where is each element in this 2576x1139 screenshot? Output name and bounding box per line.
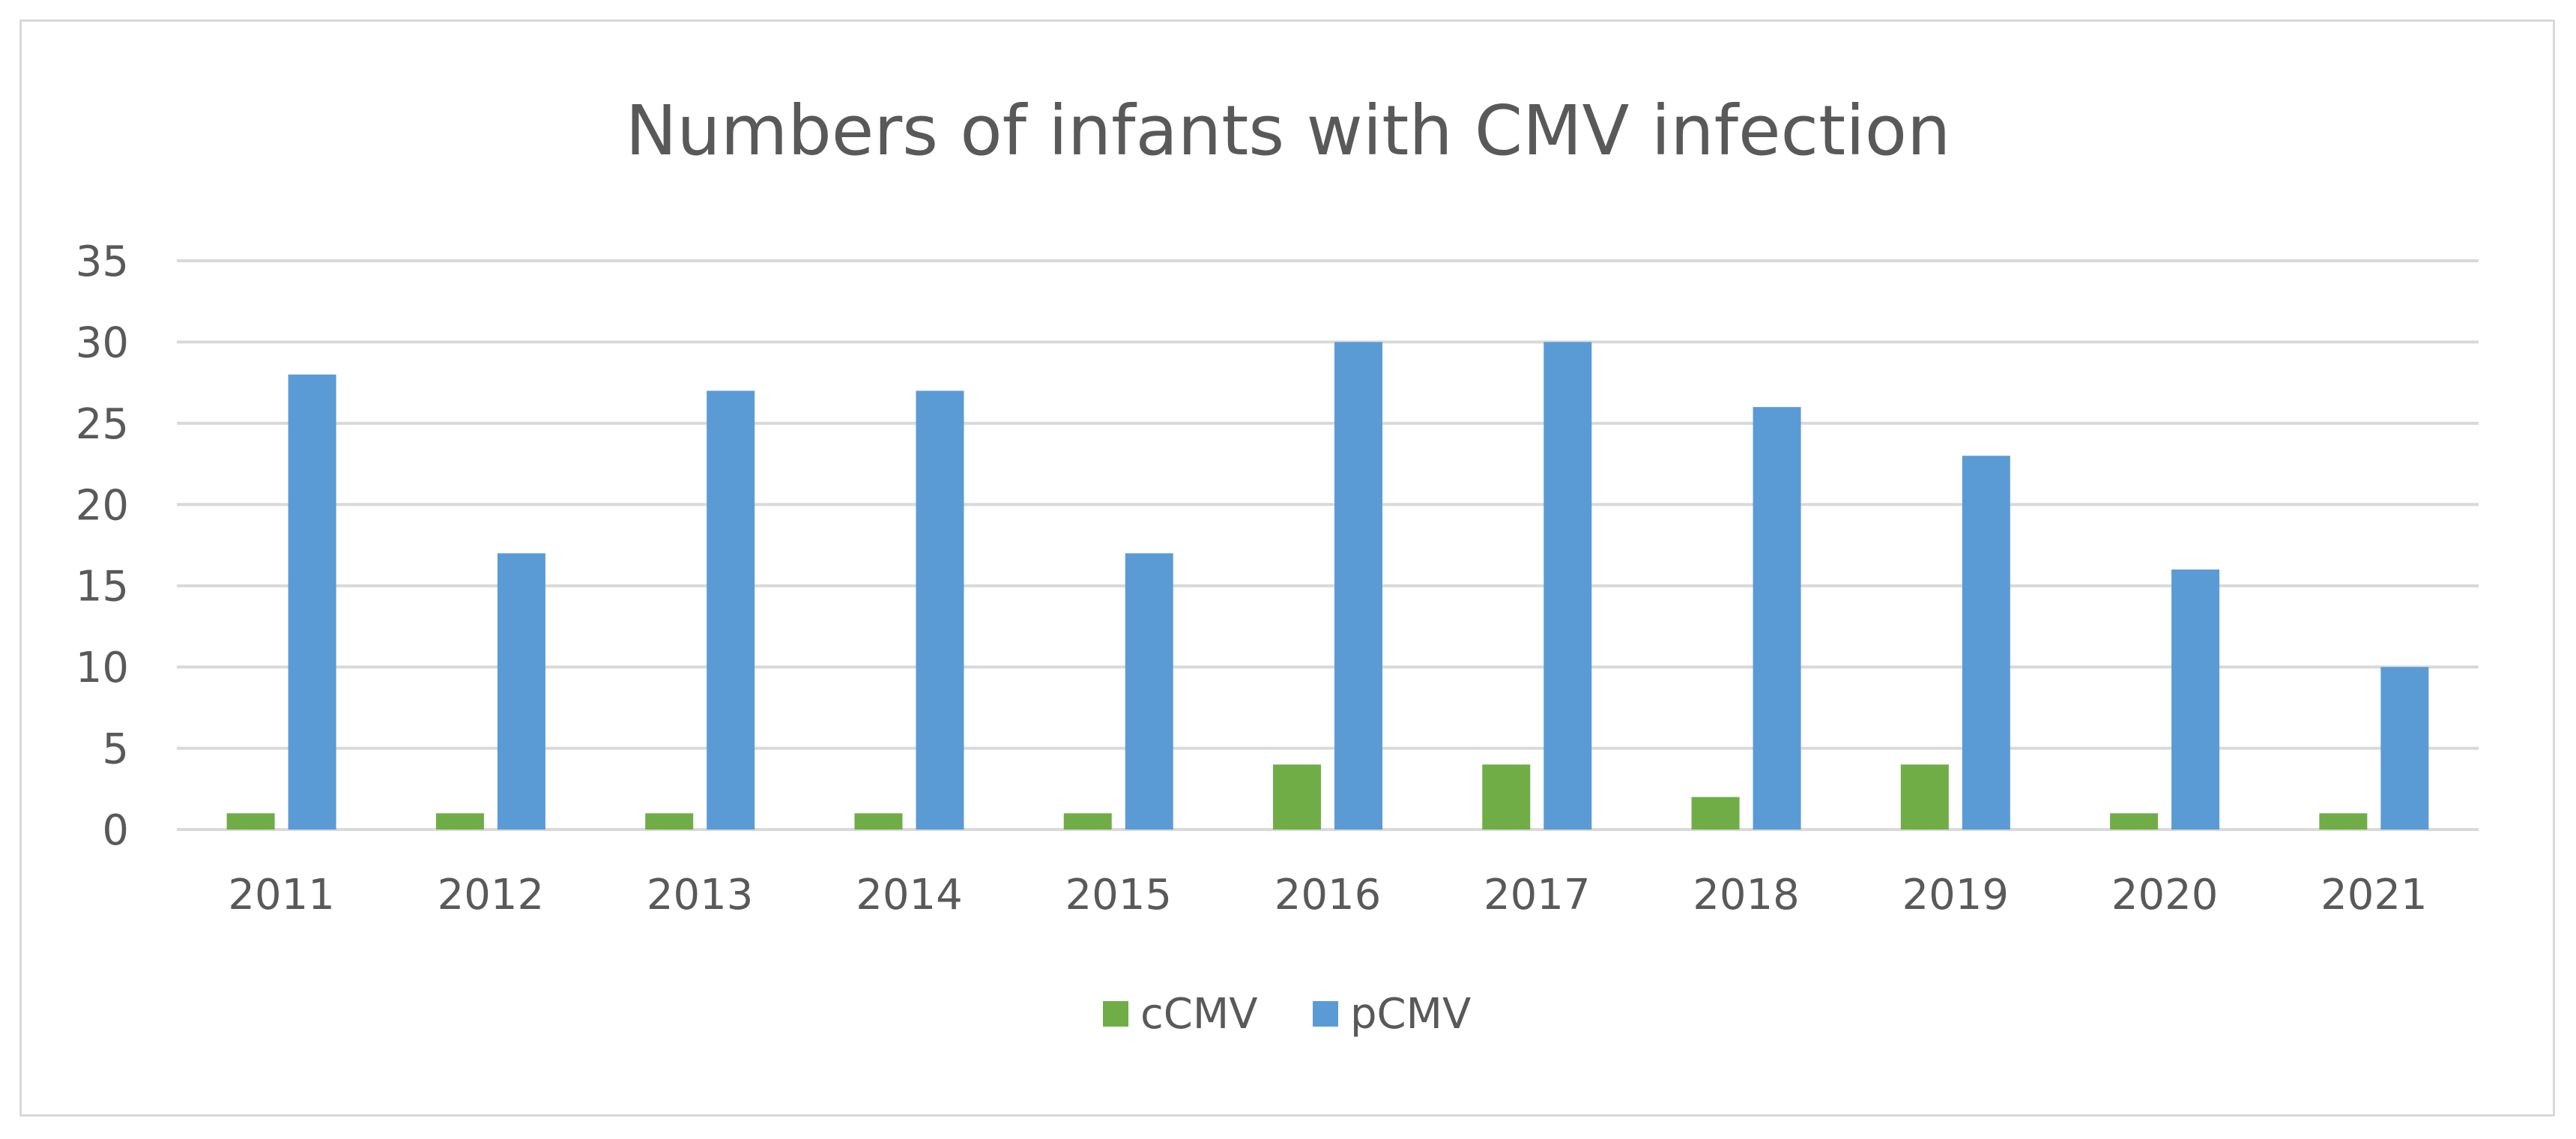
x-tick-label-2018: 2018 bbox=[1693, 871, 1800, 919]
x-tick-label-2012: 2012 bbox=[438, 871, 545, 919]
legend-label-cCMV: cCMV bbox=[1140, 990, 1258, 1039]
bar-cCMV-2015 bbox=[1063, 813, 1112, 830]
legend-swatch-pCMV bbox=[1313, 1001, 1338, 1027]
y-axis-ticks: 0 5 10 15 20 25 30 35 bbox=[76, 238, 129, 855]
gridlines bbox=[177, 259, 2479, 831]
y-tick-label-25: 25 bbox=[76, 400, 129, 449]
bar-pCMV-2015 bbox=[1125, 553, 1173, 830]
y-tick-label-15: 15 bbox=[76, 563, 129, 611]
bar-pCMV-2011 bbox=[288, 374, 336, 830]
y-tick-label-5: 5 bbox=[102, 725, 129, 774]
x-tick-label-2011: 2011 bbox=[228, 871, 335, 919]
bar-cCMV-2019 bbox=[1900, 764, 1949, 830]
bar-pCMV-2017 bbox=[1544, 342, 1592, 830]
legend-label-pCMV: pCMV bbox=[1350, 990, 1471, 1039]
x-tick-label-2017: 2017 bbox=[1484, 871, 1591, 919]
y-tick-label-35: 35 bbox=[76, 238, 129, 286]
chart-frame bbox=[19, 19, 2555, 1117]
bar-cCMV-2014 bbox=[854, 813, 903, 830]
bar-pCMV-2014 bbox=[916, 390, 964, 830]
x-tick-label-2013: 2013 bbox=[647, 871, 754, 919]
bar-pCMV-2013 bbox=[707, 390, 755, 830]
bar-pCMV-2019 bbox=[1962, 456, 2010, 830]
bar-cCMV-2016 bbox=[1273, 764, 1321, 830]
bar-pCMV-2018 bbox=[1753, 407, 1801, 830]
y-tick-label-20: 20 bbox=[76, 481, 129, 530]
bar-cCMV-2018 bbox=[1691, 797, 1740, 830]
bar-cCMV-2021 bbox=[2319, 813, 2368, 830]
bar-pCMV-2020 bbox=[2171, 570, 2220, 830]
x-tick-label-2014: 2014 bbox=[856, 871, 963, 919]
bar-pCMV-2021 bbox=[2380, 667, 2429, 830]
y-tick-label-30: 30 bbox=[76, 318, 129, 367]
x-tick-label-2021: 2021 bbox=[2320, 871, 2428, 919]
y-tick-label-10: 10 bbox=[76, 644, 129, 692]
x-tick-label-2020: 2020 bbox=[2111, 871, 2219, 919]
x-tick-label-2016: 2016 bbox=[1275, 871, 1382, 919]
x-tick-label-2015: 2015 bbox=[1065, 871, 1172, 919]
bars bbox=[226, 342, 2429, 830]
x-tick-label-2019: 2019 bbox=[1902, 871, 2010, 919]
bar-cCMV-2012 bbox=[435, 813, 484, 830]
bar-cCMV-2017 bbox=[1482, 764, 1531, 830]
legend: cCMV pCMV bbox=[1103, 990, 1471, 1039]
x-axis-ticks: 2011 2012 2013 2014 2015 2016 2017 2018 2019 2020… bbox=[228, 871, 2427, 919]
bar-pCMV-2012 bbox=[497, 553, 545, 830]
y-tick-label-0: 0 bbox=[102, 806, 129, 855]
bar-pCMV-2016 bbox=[1334, 342, 1382, 830]
bar-cCMV-2011 bbox=[226, 813, 275, 830]
chart-title: Numbers of infants with CMV infection bbox=[626, 91, 1951, 171]
legend-swatch-cCMV bbox=[1103, 1001, 1128, 1027]
bar-cCMV-2020 bbox=[2110, 813, 2159, 830]
bar-cCMV-2013 bbox=[645, 813, 694, 830]
